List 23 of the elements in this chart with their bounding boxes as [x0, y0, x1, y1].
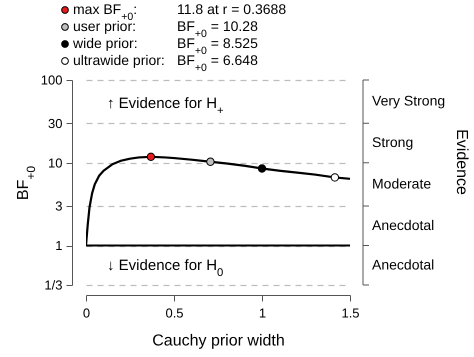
x-axis-title: Cauchy prior width [152, 332, 285, 350]
text: Very Strong [372, 92, 446, 109]
text: Moderate [372, 175, 432, 192]
annotation: ↑ Evidence for H$_{+}$ [107, 95, 224, 117]
x-tick-label: 0 [82, 306, 90, 320]
legend-label: wide prior: [72, 35, 138, 51]
text: Anecdotal [372, 216, 434, 233]
y-tick-label: 10 [48, 155, 62, 170]
legend-label: ultrawide prior: [73, 52, 165, 68]
x-tick-label: 0.5 [165, 306, 184, 320]
y-tick-label: 30 [48, 116, 62, 131]
text: Anecdotal [372, 256, 434, 272]
x-tick-label: 1.5 [341, 306, 360, 320]
y-tick-label: 1 [55, 238, 62, 254]
y-tick-label: 100 [40, 72, 62, 88]
legend-label: max BF$_{+0}$: [73, 1, 138, 23]
y-tick-label: 1/3 [44, 278, 62, 292]
text: Strong [372, 134, 414, 150]
text: 11.8 at r = 0.3688 [177, 1, 286, 17]
annotation: ↓ Evidence for H$_{0}$ [107, 257, 224, 279]
text: Evidence [453, 129, 470, 196]
y-tick-label: 3 [55, 198, 62, 214]
x-tick-label: 1 [258, 306, 266, 320]
